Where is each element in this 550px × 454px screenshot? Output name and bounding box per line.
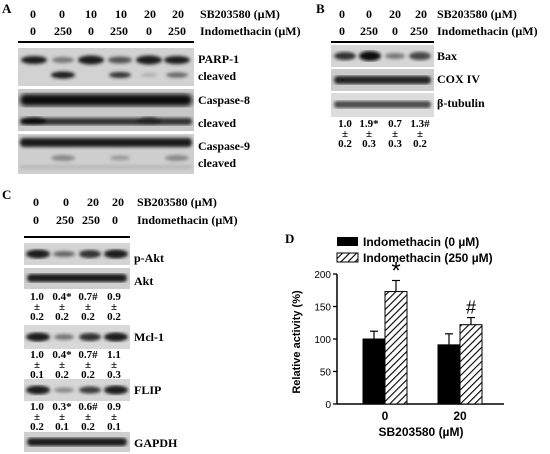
a-sb-0: 0: [30, 7, 36, 21]
b-sb-3: 20: [415, 7, 427, 21]
c-blot-1: Akt: [134, 274, 154, 288]
y-axis-label: Relative activity (%): [291, 290, 303, 394]
c-blot-akt-image: [24, 243, 130, 289]
b-blot-1: COX IV: [437, 72, 481, 86]
c-flip-quant-0: 1.0 ±0.2: [30, 401, 44, 433]
legend-swatch-hatched: [336, 252, 359, 263]
c-blot-3: FLIP: [134, 383, 162, 397]
c-mcl-quant-3: 1.1 ±0.3: [107, 349, 121, 381]
c-akt-quant-2: 0.7# ±0.2: [78, 291, 98, 323]
a-blot-0: PARP-1: [198, 52, 240, 66]
c-indo-0: 0: [33, 213, 39, 227]
c-sb-3: 20: [112, 195, 124, 209]
c-mcl-quant-0: 1.0 ±0.1: [30, 349, 44, 381]
a-indo-1: 250: [54, 24, 72, 38]
bar-1-1: [459, 324, 483, 405]
b-indo-label: Indomethacin (µM): [437, 24, 538, 38]
c-indo-label: Indomethacin (µM): [137, 213, 238, 227]
bar-0-0: [362, 338, 386, 405]
b-header-line: [331, 41, 434, 43]
a-indo-label: Indomethacin (µM): [200, 24, 301, 38]
c-blot-flip-image: [24, 379, 130, 401]
b-indo-0: 0: [339, 24, 345, 38]
c-blot-4: GAPDH: [134, 436, 178, 450]
c-flip-quant-3: 0.9 ±0.1: [107, 401, 121, 433]
y-tick-label: 200: [314, 270, 331, 281]
c-akt-quant-3: 0.9 ±0.2: [107, 291, 121, 323]
b-sb-0: 0: [339, 7, 345, 21]
a-sb-3: 10: [115, 7, 127, 21]
panel-b-letter: B: [316, 1, 325, 16]
a-indo-4: 0: [146, 24, 152, 38]
a-sb-label: SB203580 (µM): [200, 7, 280, 21]
y-tick-label: 50: [320, 368, 332, 379]
panel-a-letter: A: [2, 1, 12, 16]
relative-activity-chart: Indomethacin (0 µM) Indomethacin (250 µM…: [291, 235, 504, 439]
bar-0-1: [437, 344, 461, 405]
panel-c-letter: C: [2, 187, 12, 202]
a-sb-5: 20: [172, 7, 184, 21]
b-blot-image: [331, 45, 434, 117]
b-indo-3: 250: [410, 24, 428, 38]
legend-label-0: Indomethacin (0 µM): [363, 235, 479, 249]
c-flip-quant-2: 0.6# ±0.2: [78, 401, 98, 433]
c-indo-3: 0: [112, 213, 118, 227]
a-sb-1: 0: [59, 7, 65, 21]
c-indo-1: 250: [56, 213, 74, 227]
c-mcl-quant-2: 0.7# ±0.2: [78, 349, 98, 381]
legend-label-1: Indomethacin (250 µM): [363, 251, 493, 265]
y-tick-label: 0: [325, 400, 331, 411]
c-mcl-quant-1: 0.4* ±0.2: [52, 349, 72, 381]
a-blot-image: [18, 48, 194, 174]
b-quant-1: 1.9* ±0.3: [359, 118, 379, 150]
b-sb-1: 0: [366, 7, 372, 21]
a-indo-3: 250: [110, 24, 128, 38]
a-header-line: [18, 41, 194, 43]
c-sb-1: 0: [63, 195, 69, 209]
bar-1-0: [384, 291, 408, 405]
b-blot-2: β-tubulin: [437, 96, 485, 110]
c-akt-quant-0: 1.0 ±0.2: [30, 291, 44, 323]
c-header-line: [24, 236, 130, 238]
a-indo-0: 0: [30, 24, 36, 38]
a-blot-4: Caspase-9: [198, 139, 251, 153]
x-tick-label: 20: [453, 409, 467, 423]
significance-mark: *: [391, 258, 400, 285]
y-ticks: 0 50 100 150 200: [314, 270, 337, 411]
b-sb-label: SB203580 (µM): [437, 7, 517, 21]
x-axis-label: SB203580 (µM): [379, 425, 464, 439]
panel-d-letter: D: [285, 231, 295, 246]
b-quant-3: 1.3# ±0.2: [410, 118, 430, 150]
a-sb-4: 20: [144, 7, 156, 21]
a-indo-2: 0: [88, 24, 94, 38]
c-sb-label: SB203580 (µM): [137, 195, 217, 209]
a-blot-2: Caspase-8: [198, 93, 251, 107]
b-sb-2: 20: [389, 7, 401, 21]
y-tick-label: 100: [314, 335, 331, 346]
b-indo-1: 250: [360, 24, 378, 38]
a-blot-5: cleaved: [198, 156, 236, 170]
a-indo-5: 250: [168, 24, 186, 38]
y-tick-label: 150: [314, 303, 331, 314]
a-blot-3: cleaved: [198, 116, 236, 130]
b-indo-2: 0: [392, 24, 398, 38]
c-blot-2: Mcl-1: [134, 330, 164, 344]
a-blot-1: cleaved: [198, 69, 236, 83]
b-quant-2: 0.7 ±0.3: [388, 118, 402, 150]
c-blot-mcl-image: [24, 325, 130, 349]
c-blot-0: p-Akt: [134, 251, 165, 265]
x-tick-label: 0: [382, 409, 389, 423]
b-blot-0: Bax: [437, 49, 458, 63]
c-sb-2: 20: [87, 195, 99, 209]
b-quant-0: 1.0 ±0.2: [338, 118, 352, 150]
c-sb-0: 0: [33, 195, 39, 209]
c-indo-2: 250: [82, 213, 100, 227]
a-sb-2: 10: [85, 7, 97, 21]
c-flip-quant-1: 0.3* ±0.1: [52, 401, 72, 433]
bars: * 0 #20: [362, 258, 483, 423]
c-akt-quant-1: 0.4* ±0.2: [52, 291, 72, 323]
significance-mark: #: [466, 298, 476, 318]
legend-swatch-solid: [337, 237, 358, 246]
c-blot-gapdh-image: [24, 432, 130, 452]
